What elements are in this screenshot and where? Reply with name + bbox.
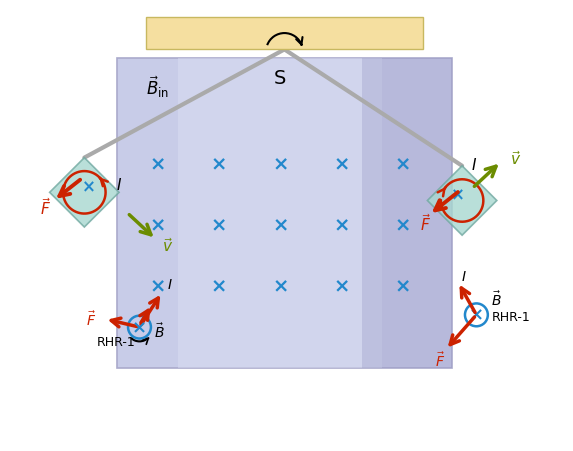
Text: $\vec{F}$: $\vec{F}$ xyxy=(40,197,51,218)
Text: RHR-1: RHR-1 xyxy=(492,311,531,324)
Text: $\vec{B}$: $\vec{B}$ xyxy=(490,290,501,308)
FancyBboxPatch shape xyxy=(362,59,452,368)
Text: ×: × xyxy=(395,155,411,174)
Text: $I$: $I$ xyxy=(472,156,477,172)
Text: ×: × xyxy=(395,277,411,296)
Text: ×: × xyxy=(333,155,350,174)
Text: ×: × xyxy=(132,318,147,336)
Text: ×: × xyxy=(451,186,465,204)
Text: $\vec{v}$: $\vec{v}$ xyxy=(163,237,174,255)
Text: $I$: $I$ xyxy=(461,269,467,283)
Text: S: S xyxy=(274,69,286,88)
Text: ×: × xyxy=(211,216,227,235)
Text: RHR-1: RHR-1 xyxy=(97,335,135,348)
Text: ×: × xyxy=(81,178,95,196)
Text: $\vec{v}$: $\vec{v}$ xyxy=(509,149,521,167)
Text: $\vec{F}$: $\vec{F}$ xyxy=(434,351,445,369)
Text: $I$: $I$ xyxy=(167,278,173,291)
Text: ×: × xyxy=(150,216,166,235)
Text: ×: × xyxy=(150,155,166,174)
Text: $\vec{F}$: $\vec{F}$ xyxy=(87,310,97,328)
Text: ×: × xyxy=(272,216,289,235)
Polygon shape xyxy=(50,158,119,228)
Text: $\vec{F}$: $\vec{F}$ xyxy=(420,213,431,234)
FancyBboxPatch shape xyxy=(178,59,382,368)
Polygon shape xyxy=(427,166,497,236)
Text: ×: × xyxy=(469,306,484,324)
Text: $\vec{B}$: $\vec{B}$ xyxy=(154,322,164,341)
Text: ×: × xyxy=(333,277,350,296)
Text: ×: × xyxy=(395,216,411,235)
Text: ×: × xyxy=(272,277,289,296)
Text: $\vec{B}_{\mathrm{in}}$: $\vec{B}_{\mathrm{in}}$ xyxy=(146,74,169,100)
Text: ×: × xyxy=(211,277,227,296)
Text: $I$: $I$ xyxy=(116,177,122,193)
Text: ×: × xyxy=(333,216,350,235)
FancyBboxPatch shape xyxy=(117,59,452,368)
FancyBboxPatch shape xyxy=(146,18,423,50)
Text: ×: × xyxy=(211,155,227,174)
Text: ×: × xyxy=(150,277,166,296)
Text: ×: × xyxy=(272,155,289,174)
